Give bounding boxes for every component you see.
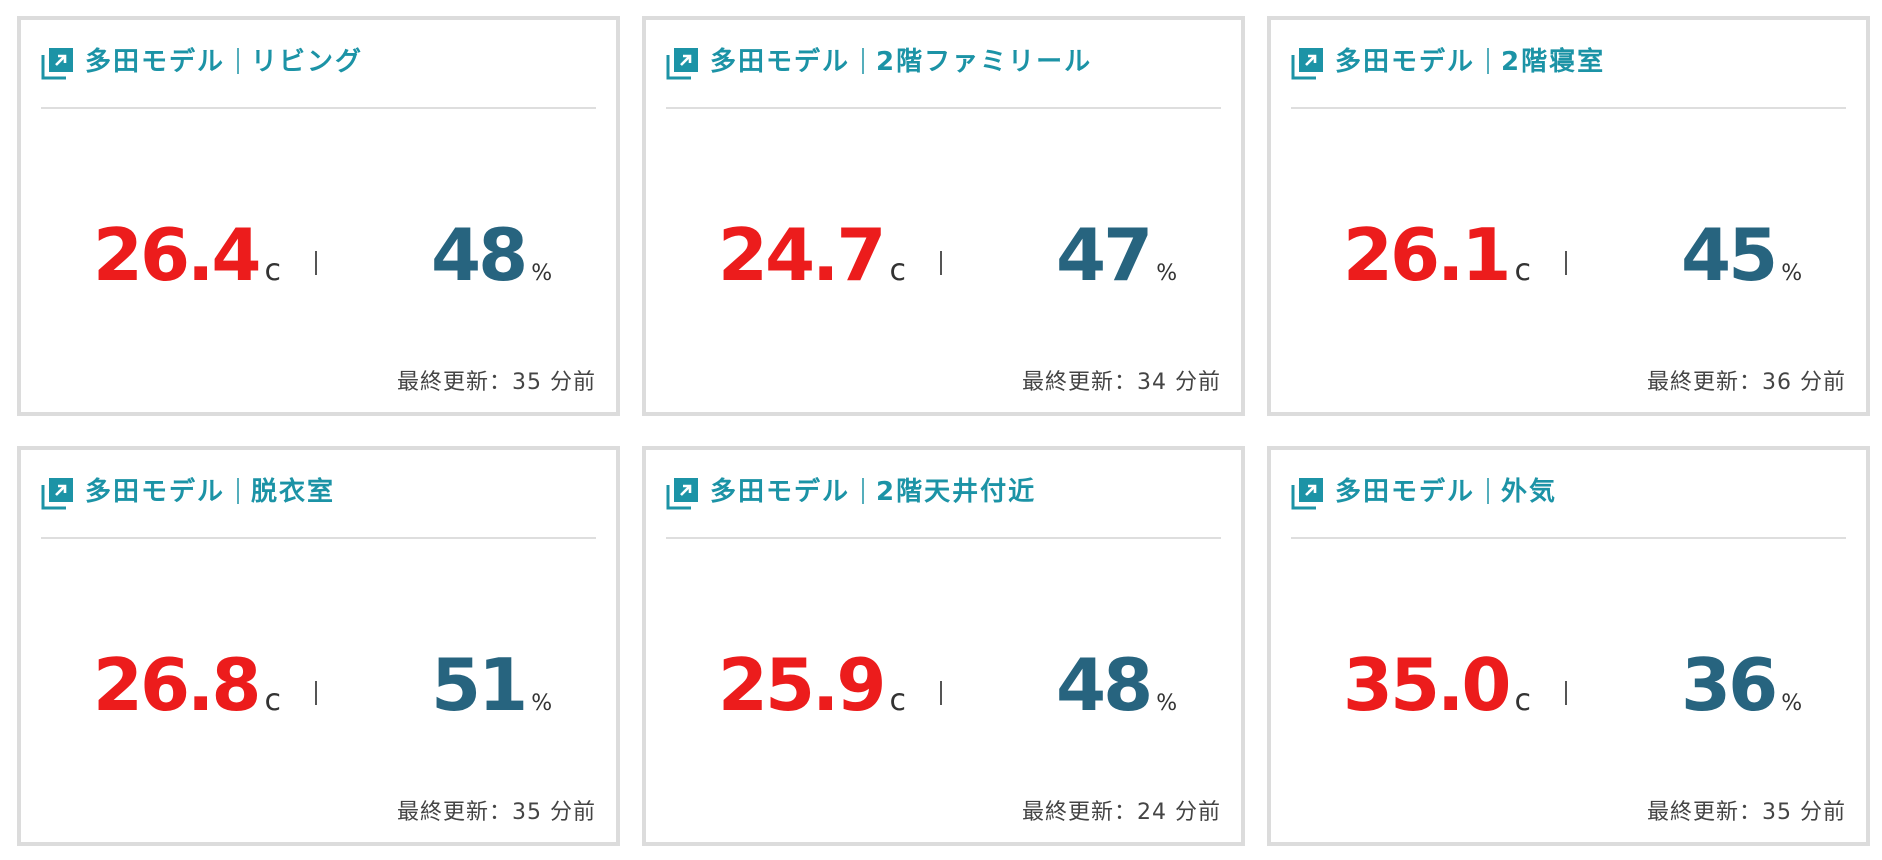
metric-divider: [315, 681, 317, 705]
last-updated: 最終更新：35 分前: [397, 800, 596, 825]
external-link-icon[interactable]: [666, 46, 700, 80]
external-link-icon[interactable]: [1291, 476, 1325, 510]
temperature-readout: 24.7 c: [718, 215, 906, 295]
temperature-value: 26.1: [1342, 213, 1512, 297]
room-name: リビング: [251, 47, 364, 77]
temperature-readout: 26.1 c: [1343, 215, 1531, 295]
sensor-card[interactable]: 多田モデル 2階ファミリール 24.7 c 47% 最終更新：34 分前: [642, 16, 1245, 416]
last-updated: 最終更新：35 分前: [397, 370, 596, 395]
temperature-unit: c: [1514, 683, 1532, 718]
sensor-card[interactable]: 多田モデル 2階天井付近 25.9 c 48% 最終更新：24 分前: [642, 446, 1245, 846]
room-name: 2階ファミリール: [876, 47, 1093, 77]
temperature-readout: 26.8 c: [93, 645, 281, 725]
card-header[interactable]: 多田モデル 2階寝室: [1291, 20, 1846, 109]
room-name: 外気: [1501, 477, 1558, 507]
card-title[interactable]: 多田モデル リビング: [85, 42, 363, 82]
humidity-unit: %: [1781, 691, 1803, 716]
temperature-unit: c: [264, 683, 282, 718]
model-name: 多田モデル: [85, 47, 226, 77]
card-header[interactable]: 多田モデル 2階ファミリール: [666, 20, 1221, 109]
room-name: 脱衣室: [251, 477, 336, 507]
title-separator: [862, 477, 865, 504]
title-separator: [1487, 477, 1490, 504]
humidity-unit: %: [531, 261, 553, 286]
humidity-unit: %: [1156, 691, 1178, 716]
card-header[interactable]: 多田モデル 2階天井付近: [666, 450, 1221, 539]
last-updated: 最終更新：35 分前: [1647, 800, 1846, 825]
humidity-unit: %: [531, 691, 553, 716]
model-name: 多田モデル: [85, 477, 226, 507]
metric-divider: [1565, 681, 1567, 705]
external-link-icon[interactable]: [41, 46, 75, 80]
sensor-card[interactable]: 多田モデル 2階寝室 26.1 c 45% 最終更新：36 分前: [1267, 16, 1870, 416]
external-link-icon[interactable]: [1291, 46, 1325, 80]
temperature-value: 26.4: [92, 213, 262, 297]
model-name: 多田モデル: [1335, 47, 1476, 77]
humidity-readout: 51%: [431, 645, 552, 725]
room-name: 2階天井付近: [876, 477, 1037, 507]
external-link-icon[interactable]: [41, 476, 75, 510]
metric-divider: [1565, 251, 1567, 275]
temperature-readout: 25.9 c: [718, 645, 906, 725]
sensor-card[interactable]: 多田モデル リビング 26.4 c 48% 最終更新：35 分前: [17, 16, 620, 416]
humidity-value: 51: [431, 643, 528, 727]
temperature-readout: 26.4 c: [93, 215, 281, 295]
card-title[interactable]: 多田モデル 2階寝室: [1335, 42, 1605, 82]
model-name: 多田モデル: [710, 477, 851, 507]
card-header[interactable]: 多田モデル リビング: [41, 20, 596, 109]
external-link-icon[interactable]: [666, 476, 700, 510]
card-header[interactable]: 多田モデル 外気: [1291, 450, 1846, 539]
model-name: 多田モデル: [710, 47, 851, 77]
humidity-value: 48: [1056, 643, 1153, 727]
card-title[interactable]: 多田モデル 2階ファミリール: [710, 42, 1092, 82]
room-name: 2階寝室: [1501, 47, 1606, 77]
humidity-readout: 45%: [1681, 215, 1802, 295]
temperature-unit: c: [1514, 253, 1532, 288]
title-separator: [862, 47, 865, 74]
humidity-value: 47: [1056, 213, 1153, 297]
model-name: 多田モデル: [1335, 477, 1476, 507]
humidity-readout: 48%: [431, 215, 552, 295]
humidity-value: 45: [1681, 213, 1778, 297]
temperature-unit: c: [889, 253, 907, 288]
metric-divider: [940, 251, 942, 275]
title-separator: [237, 477, 240, 504]
metric-divider: [315, 251, 317, 275]
humidity-readout: 36%: [1681, 645, 1802, 725]
temperature-unit: c: [889, 683, 907, 718]
title-separator: [237, 47, 240, 74]
card-title[interactable]: 多田モデル 2階天井付近: [710, 472, 1036, 512]
humidity-value: 48: [431, 213, 528, 297]
humidity-unit: %: [1781, 261, 1803, 286]
sensor-card[interactable]: 多田モデル 脱衣室 26.8 c 51% 最終更新：35 分前: [17, 446, 620, 846]
humidity-readout: 47%: [1056, 215, 1177, 295]
metric-divider: [940, 681, 942, 705]
temperature-value: 35.0: [1342, 643, 1512, 727]
temperature-value: 25.9: [717, 643, 887, 727]
last-updated: 最終更新：34 分前: [1022, 370, 1221, 395]
card-header[interactable]: 多田モデル 脱衣室: [41, 450, 596, 539]
temperature-readout: 35.0 c: [1343, 645, 1531, 725]
title-separator: [1487, 47, 1490, 74]
card-title[interactable]: 多田モデル 脱衣室: [85, 472, 335, 512]
temperature-value: 24.7: [717, 213, 887, 297]
last-updated: 最終更新：24 分前: [1022, 800, 1221, 825]
sensor-card[interactable]: 多田モデル 外気 35.0 c 36% 最終更新：35 分前: [1267, 446, 1870, 846]
humidity-value: 36: [1681, 643, 1778, 727]
temperature-value: 26.8: [92, 643, 262, 727]
temperature-unit: c: [264, 253, 282, 288]
card-title[interactable]: 多田モデル 外気: [1335, 472, 1557, 512]
last-updated: 最終更新：36 分前: [1647, 370, 1846, 395]
humidity-readout: 48%: [1056, 645, 1177, 725]
humidity-unit: %: [1156, 261, 1178, 286]
